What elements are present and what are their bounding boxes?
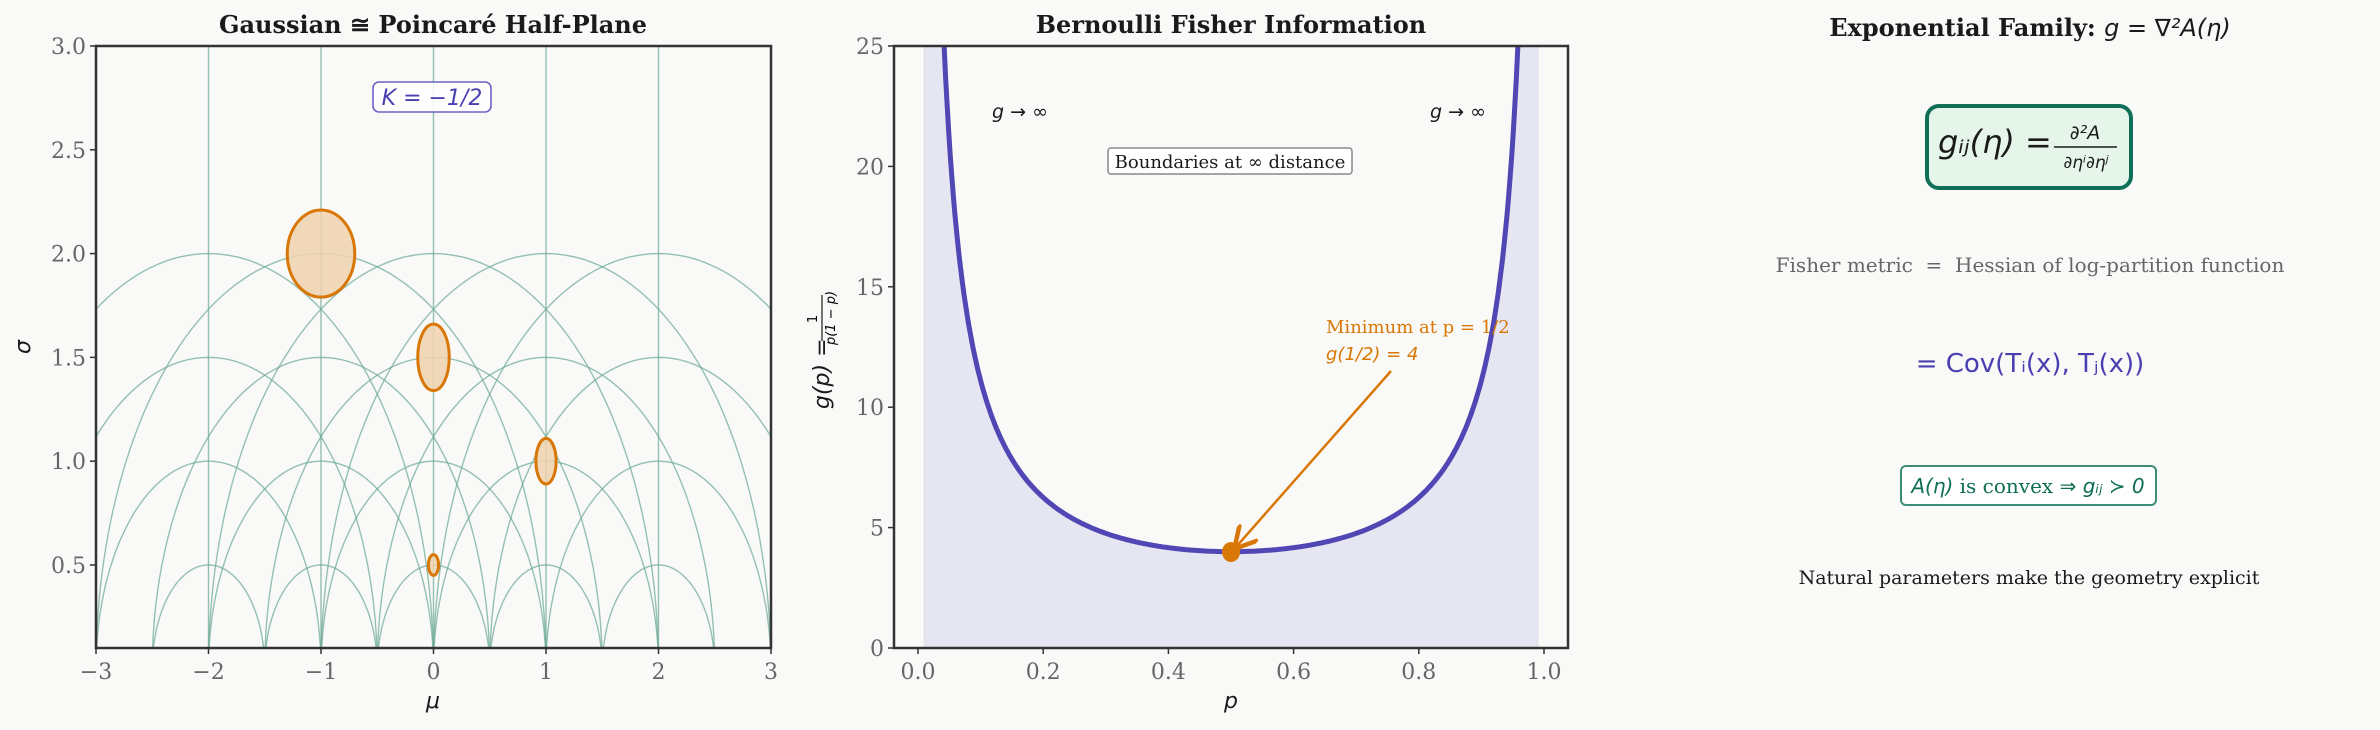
curvature-label: K = −1/2 [372, 81, 492, 113]
boundaries-box [1107, 147, 1353, 175]
poincare-panel: Gaussian ≅ Poincaré Half-Plane K = −1/2 … [11, 10, 778, 714]
minimum-point-marker [1222, 542, 1240, 562]
x-tick-label: 0.0 [901, 660, 936, 685]
semicircle-geodesic [208, 460, 434, 648]
formula-numerator: ∂²A [2070, 122, 2100, 144]
exponential-family-panel: Exponential Family: g = ∇²A(η) gᵢⱼ(η) = … [1776, 13, 2285, 589]
minimum-arrow [1236, 370, 1392, 547]
semicircle-geodesic [320, 460, 547, 648]
bernoulli-ylabel: g(p) = 1 p(1 − p) [806, 291, 839, 409]
semicircle-geodesic [208, 252, 659, 648]
bernoulli-panel: Bernoulli Fisher Information g → ∞ g → ∞… [806, 10, 1570, 714]
formula-denominator: ∂ηⁱ∂ηʲ [2063, 153, 2108, 173]
x-tick-label: 1 [539, 660, 553, 685]
boundaries-note: Boundaries at ∞ distance [1115, 152, 1346, 173]
semicircle-geodesic [96, 356, 378, 648]
fisher-ellipse [426, 553, 441, 577]
fisher-ellipse [285, 208, 357, 299]
geodesic-lines [96, 46, 771, 648]
y-tick-label: 0 [870, 637, 884, 662]
left-infinity-note: g → ∞ [992, 101, 1048, 123]
semicircle-geodesic [96, 460, 322, 648]
poincare-ticks: −3 −2 −1 0 1 2 3 0.5 1.0 1.5 2.0 2.5 3.0 [51, 35, 778, 685]
y-tick-label: 3.0 [51, 35, 86, 60]
x-tick-label: 0.4 [1151, 660, 1186, 685]
semicircle-geodesic [151, 356, 491, 648]
x-tick-label: 0.6 [1276, 660, 1311, 685]
fisher-ellipses [285, 208, 558, 577]
x-tick-label: 1.0 [1527, 660, 1562, 685]
ylabel-numerator: 1 [806, 315, 821, 323]
poincare-ylabel: σ [11, 339, 36, 354]
x-tick-label: −3 [80, 660, 112, 685]
exp-family-title: Exponential Family: g = ∇²A(η) [1829, 13, 2231, 42]
y-tick-label: 20 [856, 155, 884, 180]
formula-lhs: gᵢⱼ(η) = [1938, 123, 2052, 161]
y-tick-label: 1.0 [51, 450, 86, 475]
semicircle-geodesic [265, 564, 377, 648]
semicircle-geodesic [152, 564, 265, 648]
semicircle-geodesic [96, 252, 434, 648]
curvature-box [372, 81, 492, 113]
x-tick-label: 0 [427, 660, 441, 685]
semicircle-geodesic [320, 252, 771, 648]
fisher-ellipse [416, 322, 451, 393]
convexity-box [1900, 465, 2157, 506]
bernoulli-axes-frame [892, 44, 1570, 650]
x-tick-label: 0.2 [1026, 660, 1061, 685]
semicircle-geodesic [489, 356, 771, 648]
x-tick-label: 2 [652, 660, 666, 685]
ylabel-denominator: p(1 − p) [824, 291, 839, 346]
semicircle-geodesic [376, 356, 716, 648]
semicircle-geodesic [490, 564, 602, 648]
poincare-xlabel: μ [425, 689, 440, 714]
y-tick-label: 10 [856, 396, 884, 421]
covariance-line: = Cov(Tᵢ(x), Tⱼ(x)) [1916, 349, 2145, 379]
fisher-formula-box [1925, 104, 2133, 190]
fisher-curve [941, 46, 1521, 555]
right-infinity-note: g → ∞ [1430, 101, 1486, 123]
ylabel-lhs: g(p) = [810, 338, 835, 409]
x-tick-label: 3 [764, 660, 778, 685]
x-tick-label: −2 [192, 660, 224, 685]
bernoulli-xlabel: p [1223, 689, 1238, 714]
poincare-title: Gaussian ≅ Poincaré Half-Plane [219, 10, 647, 39]
y-tick-label: 0.5 [51, 554, 86, 579]
semicircle-geodesic [433, 252, 771, 648]
y-tick-label: 25 [856, 35, 884, 60]
x-tick-label: −1 [305, 660, 337, 685]
bernoulli-title: Bernoulli Fisher Information [1036, 10, 1426, 39]
y-tick-label: 1.5 [51, 346, 86, 371]
y-tick-label: 2.5 [51, 139, 86, 164]
x-tick-label: 0.8 [1401, 660, 1436, 685]
y-tick-label: 2.0 [51, 243, 86, 268]
minimum-note-line2: g(1/2) = 4 [1326, 344, 1418, 365]
fisher-ellipse [534, 436, 558, 486]
minimum-note-line1: Minimum at p = 1/2 [1326, 317, 1510, 338]
semicircle-geodesic [602, 564, 715, 648]
y-tick-label: 5 [870, 517, 884, 542]
bernoulli-ticks: 0.0 0.2 0.4 0.6 0.8 1.0 0 5 10 15 20 25 [856, 35, 1562, 685]
y-tick-label: 15 [856, 276, 884, 301]
semicircle-geodesic [545, 460, 771, 648]
convexity-text: A(η) is convex ⇒ gᵢⱼ ≻ 0 [1909, 474, 2144, 498]
fisher-hessian-line: Fisher metric = Hessian of log-partition… [1776, 253, 2285, 277]
curvature-text: K = −1/2 [382, 86, 483, 111]
natural-parameters-footer: Natural parameters make the geometry exp… [1799, 567, 2260, 589]
